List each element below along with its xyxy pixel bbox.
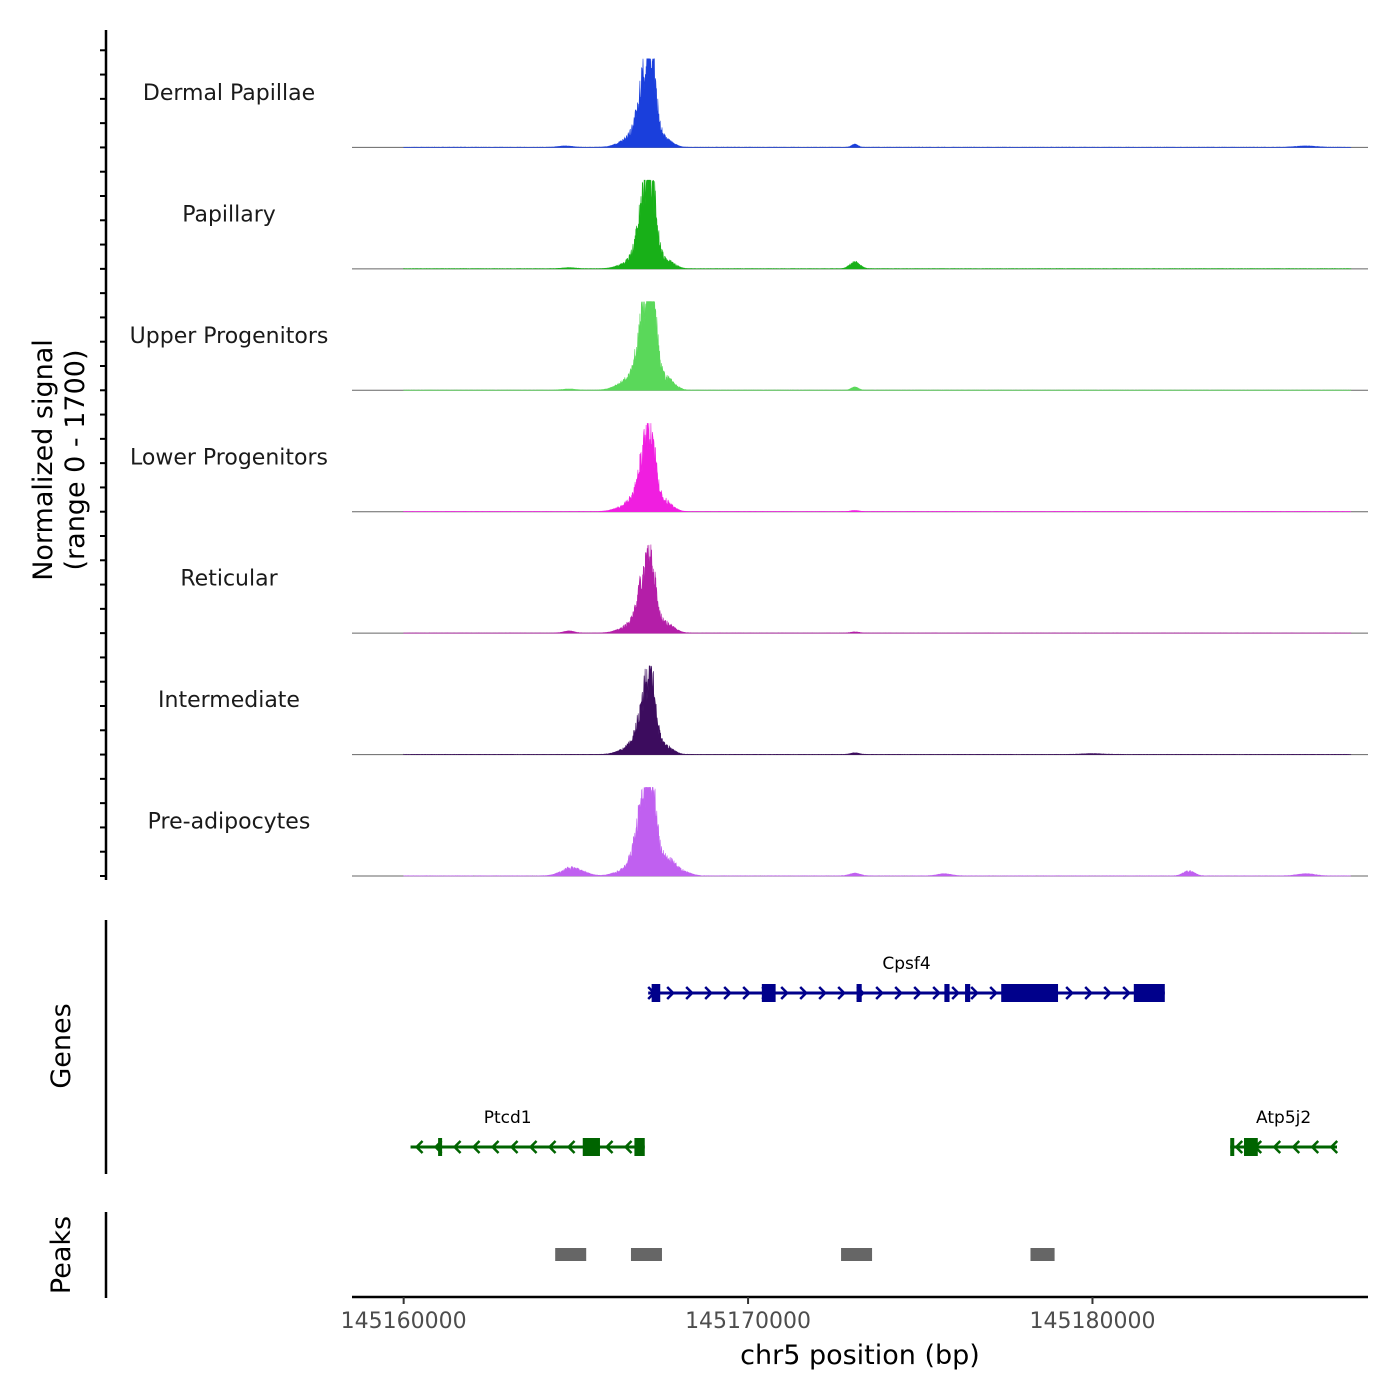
peak-region [630,1248,662,1261]
coverage-area [403,665,1352,756]
strand-arrow [913,986,922,1000]
strand-arrow [1291,1140,1301,1154]
strand-arrow [723,986,732,1000]
gene-exon [944,984,950,1002]
gene-label: Cpsf4 [882,954,930,974]
strand-arrow [780,986,789,1000]
strand-arrow [547,1140,557,1154]
peak-region [841,1248,873,1261]
strand-arrow [490,1140,500,1154]
track-label: Intermediate [158,688,300,713]
gene-exon [1244,1138,1258,1156]
strand-arrow [623,1140,633,1154]
strand-arrow [471,1140,481,1154]
strand-arrow [704,986,713,1000]
y-axis-title-line1: Normalized signal [28,339,59,581]
peaks-track-title: Peaks [46,1216,77,1294]
coverage-area [403,423,1352,513]
strand-arrow [1065,986,1074,1000]
gene-exon [761,984,776,1002]
gene-exon [1001,984,1059,1002]
coverage-area [403,544,1352,634]
peak-region [555,1248,587,1261]
gene-label: Atp5j2 [1256,1108,1311,1128]
coverage-area [403,179,1352,270]
track-label: Dermal Papillae [143,81,315,106]
strand-arrow [452,1140,462,1154]
gene-label: Ptcd1 [484,1108,532,1128]
gene-exon [1133,984,1165,1002]
strand-arrow [666,986,675,1000]
track-label: Papillary [182,202,276,227]
strand-arrow [875,986,884,1000]
gene-model: Ptcd1 [410,1108,645,1156]
gene-exon [965,984,971,1002]
track-label: Upper Progenitors [130,324,329,349]
coverage-area [403,58,1352,148]
strand-arrow [894,986,903,1000]
x-tick-label: 145160000 [341,1309,467,1334]
strand-arrow [837,986,846,1000]
coverage-area [403,787,1351,877]
strand-arrow [685,986,694,1000]
gene-exon [634,1138,645,1156]
strand-arrow [566,1140,576,1154]
strand-arrow [742,986,751,1000]
strand-arrow [799,986,808,1000]
x-tick-label: 145180000 [1029,1309,1155,1334]
x-axis-title: chr5 position (bp) [740,1340,980,1371]
track-label: Reticular [180,567,278,592]
strand-arrow [951,986,960,1000]
coverage-track: Reticular [180,544,1368,634]
coverage-track: Lower Progenitors [130,423,1368,513]
coverage-track: Intermediate [158,665,1368,756]
coverage-track: Upper Progenitors [130,301,1368,391]
strand-arrow [818,986,827,1000]
peak-region [1030,1248,1055,1261]
peaks-panel [104,1212,1055,1298]
gene-model: Atp5j2 [1230,1108,1339,1156]
strand-arrow [509,1140,519,1154]
coverage-track: Pre-adipocytes [148,787,1368,877]
strand-arrow [1234,1140,1244,1154]
strand-arrow [1103,986,1112,1000]
coverage-track: Papillary [182,179,1368,270]
coverage-panel: Dermal Papillae Papillary Upper Progenitor… [100,30,1368,880]
gene-model: Cpsf4 [647,954,1165,1002]
strand-arrow [1084,986,1093,1000]
strand-arrow [970,986,979,1000]
gene-exon [1230,1138,1235,1156]
track-label: Pre-adipocytes [148,810,311,835]
coverage-track: Dermal Papillae [143,58,1368,148]
genes-track-title: Genes [46,1003,77,1088]
track-label: Lower Progenitors [130,445,328,470]
x-axis: 145160000 145170000 145180000 [341,1295,1368,1334]
strand-arrow [932,986,941,1000]
strand-arrow [989,986,998,1000]
strand-arrow [1310,1140,1320,1154]
strand-arrow [1329,1140,1339,1154]
coverage-area [403,301,1352,391]
strand-arrow [414,1140,424,1154]
gene-exon [438,1138,443,1156]
strand-arrow [604,1140,614,1154]
strand-arrow [1122,986,1131,1000]
x-tick-label: 145170000 [685,1309,811,1334]
strand-arrow [528,1140,538,1154]
gene-exon [582,1138,600,1156]
gene-exon [856,984,862,1002]
y-axis-title-line2: (range 0 - 1700) [60,350,91,571]
strand-arrow [1272,1140,1282,1154]
gene-exon [651,984,661,1002]
genes-panel: Cpsf4 Ptcd1 Atp5j2 [104,920,1339,1174]
